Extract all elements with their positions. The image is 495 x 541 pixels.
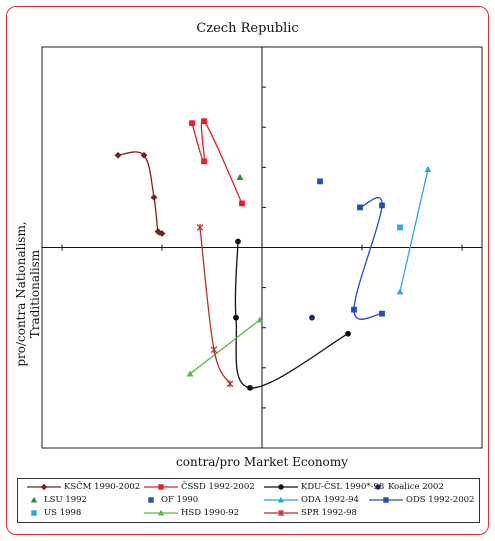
legend-label: US 1998 [44,508,82,518]
legend-swatch [144,509,178,516]
point-spr-1992-98 [196,224,204,231]
legend-marker [383,497,389,503]
point-ks-m-1990-2002 [150,193,158,201]
legend-marker [157,509,165,516]
point-ods-1992-2002 [379,310,385,317]
point-of-1990 [317,178,323,185]
legend-swatch [31,510,37,516]
legend-item-spr-1992-98: SPR 1992-98 [263,508,357,518]
legend-item-of-1990: OF 1990 [143,495,198,505]
legend-label: HSD 1990-92 [181,508,240,518]
series-line-ods-1992-2002 [353,197,383,320]
point-ssd-1992-2002 [201,118,207,125]
point-kdu-sl-1990-98 [233,314,239,321]
legend-swatch [30,496,38,503]
point-ks-m-1990-2002 [114,151,122,159]
point-ssd-1992-2002 [189,120,195,127]
legend-marker [375,484,381,490]
legend: KSČM 1990-2002 ČSSD 1992-2002 KDU-ČSL 1990… [17,478,480,523]
legend-marker [148,497,154,503]
point-us-1998 [397,224,403,231]
series-line-oda-1992-94 [399,169,429,292]
legend-marker [277,509,285,517]
legend-item-ods-1992-2002: ODS 1992-2002 [368,495,474,505]
legend-swatch [264,484,298,490]
legend-swatch [27,483,61,491]
legend-item-oda-1992-94: ODA 1992-94 [263,495,359,505]
legend-swatch [264,509,298,517]
chart-title: Czech Republic [196,21,299,36]
point-ods-1992-2002 [351,306,357,313]
legend-label: ODS 1992-2002 [406,495,475,505]
point-hsd-1990-92 [186,370,194,377]
point-lsu-1992 [236,173,244,181]
series-line-ssd-1992-2002 [191,120,243,204]
chart-frame [6,6,489,535]
point-kdu-sl-1990-98 [247,384,253,391]
legend-swatch [148,497,154,503]
legend-label: LSU 1992 [44,495,87,505]
legend-marker [278,484,284,490]
x-axis-label: contra/pro Market Economy [176,455,348,469]
point-spr-1992-98 [226,380,234,388]
legend-item-ssd-1992-2002: ČSSD 1992-2002 [143,482,255,492]
series-line-ks-m-1990-2002 [117,151,163,236]
series-line-hsd-1990-92 [189,319,261,375]
series-line-spr-1992-98 [199,227,231,385]
point-kdu-sl-1990-98 [235,238,241,245]
legend-item-us-1998: US 1998 [26,508,81,518]
legend-marker [30,496,38,503]
legend-item-ks-m-1990-2002: KSČM 1990-2002 [26,482,140,492]
point-ods-1992-2002 [357,204,363,211]
legend-label: KSČM 1990-2002 [64,482,141,492]
point-spr-1992-98 [210,346,218,354]
legend-marker [31,510,37,516]
point-oda-1992-94 [396,288,404,295]
legend-swatch [144,484,178,490]
legend-item-kdu-sl-1990-98: KDU-ČSL 1990*-98 [263,482,384,492]
point-oda-1992-94 [424,165,432,173]
point-ssd-1992-2002 [201,158,207,165]
legend-item-lsu-1992: LSU 1992 [26,495,87,505]
legend-label: ODA 1992-94 [301,495,359,505]
legend-marker [158,484,164,490]
series-line-kdu-sl-1990-98 [234,241,349,389]
legend-item-koalice-2002: Koalice 2002 [370,482,444,492]
point-ods-1992-2002 [379,202,385,209]
point-hsd-1990-92 [256,316,264,323]
legend-swatch [264,496,298,503]
legend-marker [277,496,285,503]
legend-label: ČSSD 1992-2002 [181,482,255,492]
point-kdu-sl-1990-98 [345,330,351,337]
legend-label: KDU-ČSL 1990*-98 [301,482,385,492]
legend-swatch [375,484,381,490]
legend-marker [40,483,48,491]
point-ssd-1992-2002 [239,200,245,207]
legend-label: Koalice 2002 [388,482,444,492]
legend-item-hsd-1990-92: HSD 1990-92 [143,508,239,518]
point-koalice-2002 [309,314,315,321]
legend-swatch [369,497,403,503]
legend-label: OF 1990 [161,495,199,505]
point-ks-m-1990-2002 [158,230,166,237]
legend-label: SPR 1992-98 [301,508,357,518]
point-ks-m-1990-2002 [140,151,148,159]
